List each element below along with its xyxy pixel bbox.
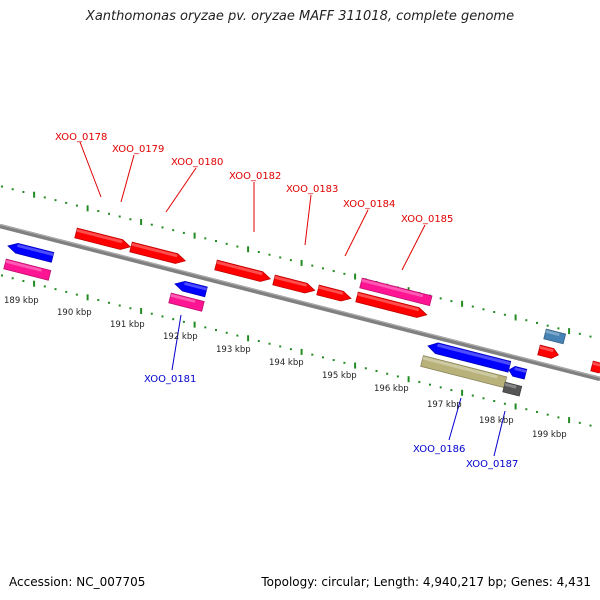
gene-arrow <box>272 274 316 294</box>
gene-body <box>427 342 512 373</box>
gene-label[interactable]: XOO_0186 <box>413 444 465 455</box>
gene-label[interactable]: XOO_0178 <box>55 132 107 143</box>
leader-line <box>401 224 426 271</box>
genome-backbone-highlight <box>0 224 600 378</box>
gene-highlight <box>514 367 527 373</box>
gene-body <box>590 360 600 374</box>
gene-arrow <box>74 227 132 250</box>
gene-highlight <box>504 382 517 389</box>
gene-arrow <box>214 259 272 282</box>
gene-arrow <box>129 241 187 264</box>
gene-body <box>502 381 523 397</box>
gene-highlight <box>318 285 344 295</box>
leader-line <box>493 410 506 457</box>
gene-label[interactable]: XOO_0179 <box>112 144 164 155</box>
gene-arrow <box>168 292 205 312</box>
kbp-label: 198 kbp <box>479 416 514 426</box>
gene-highlight <box>5 259 42 272</box>
label-leaders <box>79 141 506 457</box>
leader-line <box>120 154 135 203</box>
gene-arrow <box>537 344 559 359</box>
gene-highlight <box>76 228 123 244</box>
leader-line <box>344 209 369 257</box>
gene-highlight <box>184 282 208 291</box>
kbp-label: 196 kbp <box>374 384 409 394</box>
tick-row-upper <box>1 185 592 338</box>
gene-label[interactable]: XOO_0185 <box>401 214 453 225</box>
gene-highlight <box>131 242 178 258</box>
gene-arrow <box>174 280 208 298</box>
gene-highlight <box>361 278 424 298</box>
gene-arrow <box>3 258 52 281</box>
accession-text: Accession: NC_007705 <box>9 575 146 589</box>
reverse-gene-labels: XOO_0181 XOO_0186 XOO_0187 <box>144 374 518 470</box>
gene-highlight <box>274 275 308 287</box>
kbp-label: 189 kbp <box>4 296 39 306</box>
gene-body <box>355 291 428 318</box>
gene-body <box>3 258 52 281</box>
gene-highlight <box>545 329 560 337</box>
gene-highlight <box>357 292 420 312</box>
kbp-scale: 189 kbp 190 kbp 191 kbp 192 kbp 193 kbp … <box>4 296 567 440</box>
tick-row-lower <box>1 274 592 427</box>
leader-line <box>448 397 462 441</box>
gene-label[interactable]: XOO_0180 <box>171 157 223 168</box>
gene-label[interactable]: XOO_0183 <box>286 184 338 195</box>
kbp-label: 194 kbp <box>269 358 304 368</box>
gene-arrow <box>590 360 600 374</box>
kbp-label: 195 kbp <box>322 371 357 381</box>
gene-arrow <box>355 291 428 318</box>
gene-highlight <box>592 361 600 367</box>
kbp-label: 199 kbp <box>532 430 567 440</box>
gene-highlight <box>17 244 54 257</box>
gene-highlight <box>170 293 196 303</box>
gene-body <box>508 365 528 380</box>
gene-body <box>272 274 316 294</box>
gene-label[interactable]: XOO_0182 <box>229 171 281 182</box>
gene-arrow <box>427 342 512 373</box>
gene-arrow <box>508 365 528 380</box>
gene-body <box>174 280 208 298</box>
page-title: Xanthomonas oryzae pv. oryzae MAFF 31101… <box>85 9 515 24</box>
gene-label[interactable]: XOO_0184 <box>343 199 395 210</box>
kbp-label: 190 kbp <box>57 308 92 318</box>
kbp-label: 193 kbp <box>216 345 251 355</box>
gene-arrow <box>502 381 523 397</box>
leader-line <box>171 314 182 371</box>
gene-body <box>359 277 433 307</box>
gene-body <box>214 259 272 282</box>
genome-backbone <box>0 223 600 382</box>
gene-arrow <box>7 242 55 263</box>
gene-arrow <box>316 284 352 302</box>
gene-arrow <box>543 328 567 345</box>
gene-highlight <box>539 345 554 353</box>
gene-track <box>3 227 600 397</box>
gene-label[interactable]: XOO_0187 <box>466 459 518 470</box>
gene-body <box>537 344 559 359</box>
gene-body <box>543 328 567 345</box>
gene-highlight <box>437 343 511 366</box>
leader-line <box>165 167 197 213</box>
gene-highlight <box>422 356 498 379</box>
gene-label[interactable]: XOO_0181 <box>144 374 196 385</box>
genome-summary-text: Topology: circular; Length: 4,940,217 bp… <box>261 575 591 589</box>
kbp-label: 192 kbp <box>163 332 198 342</box>
gene-body <box>129 241 187 264</box>
gene-arrow <box>359 277 433 307</box>
kbp-label: 191 kbp <box>110 320 145 330</box>
leader-line <box>304 194 312 246</box>
gene-body <box>7 242 55 263</box>
forward-gene-labels: XOO_0178 XOO_0179 XOO_0180 XOO_0182 XOO_… <box>55 132 453 225</box>
gene-body <box>168 292 205 312</box>
gene-highlight <box>216 260 263 276</box>
gene-body <box>316 284 352 302</box>
leader-line <box>79 141 102 198</box>
gene-body <box>74 227 132 250</box>
kbp-label: 197 kbp <box>427 400 462 410</box>
